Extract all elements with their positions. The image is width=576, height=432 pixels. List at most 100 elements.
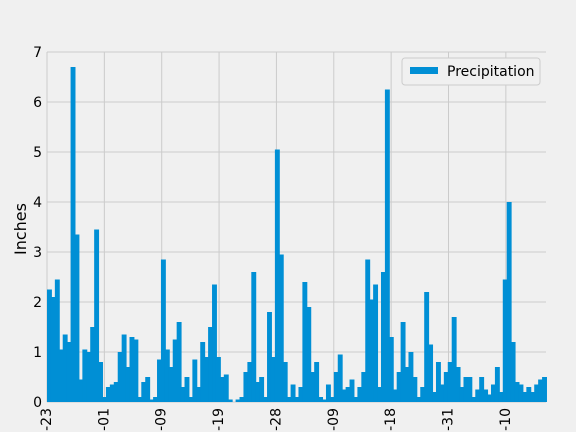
x-tick-label: -31 (440, 408, 456, 431)
precipitation-bar (400, 322, 406, 402)
x-tick-labels: -23 -01 -09 -19 -28 -09 -18 -31 -10 (39, 408, 514, 431)
precipitation-bar (306, 307, 312, 402)
precipitation-bar (353, 397, 359, 402)
precipitation-bar (318, 397, 324, 402)
x-tick-label: -09 (326, 408, 342, 431)
precipitation-bar (168, 367, 174, 402)
precipitation-bar (396, 372, 402, 402)
precipitation-bar (180, 387, 186, 402)
precipitation-bar (188, 397, 194, 402)
precipitation-bar (94, 229, 100, 402)
precipitation-bar (538, 379, 544, 402)
precipitation-bar (117, 352, 123, 402)
legend-frame (401, 57, 541, 86)
precipitation-bar (408, 352, 414, 402)
precipitation-bar (424, 292, 430, 402)
precipitation-bar (471, 397, 477, 402)
precipitation-bar (510, 342, 516, 402)
precipitation-bar (502, 279, 508, 402)
precipitation-bar (121, 334, 127, 402)
precipitation-bar (113, 382, 119, 402)
precipitation-bar (62, 334, 68, 402)
precipitation-bar (133, 339, 139, 402)
precipitation-bar (270, 357, 276, 402)
precipitation-bar (314, 362, 320, 402)
precipitation-bar (349, 379, 355, 402)
precipitation-bar (290, 384, 296, 402)
precipitation-bar (184, 377, 190, 402)
precipitation-bar (278, 254, 284, 402)
precipitation-bar (404, 367, 410, 402)
precipitation-bar (286, 397, 292, 402)
precipitation-bar (54, 279, 60, 402)
precipitation-bar (447, 362, 453, 402)
y-tick-label: 7 (33, 45, 42, 61)
precipitation-bar (109, 384, 115, 402)
precipitation-bar (208, 327, 214, 402)
y-tick-labels: 0 1 2 3 4 5 6 7 (33, 45, 42, 411)
precipitation-bar (341, 389, 347, 402)
precipitation-bar (369, 299, 375, 402)
precipitation-bar (255, 382, 261, 402)
precipitation-bar (137, 397, 143, 402)
precipitation-bar (345, 387, 351, 402)
precipitation-bar (455, 367, 461, 402)
legend-label: Precipitation (447, 64, 535, 80)
precipitation-bar (542, 377, 547, 402)
precipitation-bar (302, 282, 308, 402)
precipitation-bar (192, 359, 198, 402)
precipitation-bar (251, 272, 257, 402)
y-tick-label: 0 (33, 395, 42, 411)
precipitation-bar (432, 392, 437, 402)
precipitation-bar (439, 384, 445, 402)
precipitation-bar (160, 259, 166, 402)
precipitation-bar (428, 344, 434, 402)
precipitation-bar (164, 349, 170, 402)
precipitation-bar (310, 372, 316, 402)
precipitation-bar (215, 357, 221, 402)
precipitation-bar (506, 202, 512, 402)
precipitation-bar (459, 387, 465, 402)
precipitation-bar (337, 354, 343, 402)
precipitation-bar (98, 362, 103, 402)
precipitation-bar (388, 337, 394, 402)
precipitation-bar (451, 317, 457, 402)
precipitation-bar (196, 387, 202, 402)
x-tick-label: -09 (154, 408, 170, 431)
precipitation-bar (86, 352, 92, 402)
precipitation-bar (494, 367, 500, 402)
precipitation-bar (377, 387, 382, 402)
y-tick-label: 3 (33, 245, 42, 261)
precipitation-bar (416, 397, 422, 402)
precipitation-bar (475, 389, 481, 402)
precipitation-bar (361, 372, 367, 402)
precipitation-bar (443, 372, 449, 402)
precipitation-bar (365, 259, 371, 402)
precipitation-bar (149, 399, 155, 402)
precipitation-bar (534, 384, 540, 402)
precipitation-bar (235, 399, 241, 402)
precipitation-bar (247, 362, 253, 402)
precipitation-bar (141, 382, 147, 402)
precipitation-bar (263, 397, 269, 402)
precipitation-bar (212, 284, 217, 402)
precipitation-bar (412, 377, 418, 402)
legend-swatch (410, 67, 438, 74)
bars-layer (47, 67, 547, 402)
precipitation-bar (373, 284, 379, 402)
y-tick-label: 4 (33, 195, 42, 211)
x-tick-label: -23 (39, 408, 55, 431)
precipitation-bar (102, 397, 107, 402)
precipitation-bar (105, 387, 111, 402)
y-tick-label: 2 (33, 295, 42, 311)
precipitation-bar (90, 327, 96, 402)
x-tick-label: -10 (498, 408, 514, 431)
precipitation-bar (82, 349, 88, 402)
precipitation-bar (282, 362, 288, 402)
precipitation-bar (66, 342, 72, 402)
y-tick-label: 5 (33, 145, 42, 161)
precipitation-bar (435, 362, 441, 402)
precipitation-bar (392, 389, 398, 402)
precipitation-bar (47, 289, 52, 402)
